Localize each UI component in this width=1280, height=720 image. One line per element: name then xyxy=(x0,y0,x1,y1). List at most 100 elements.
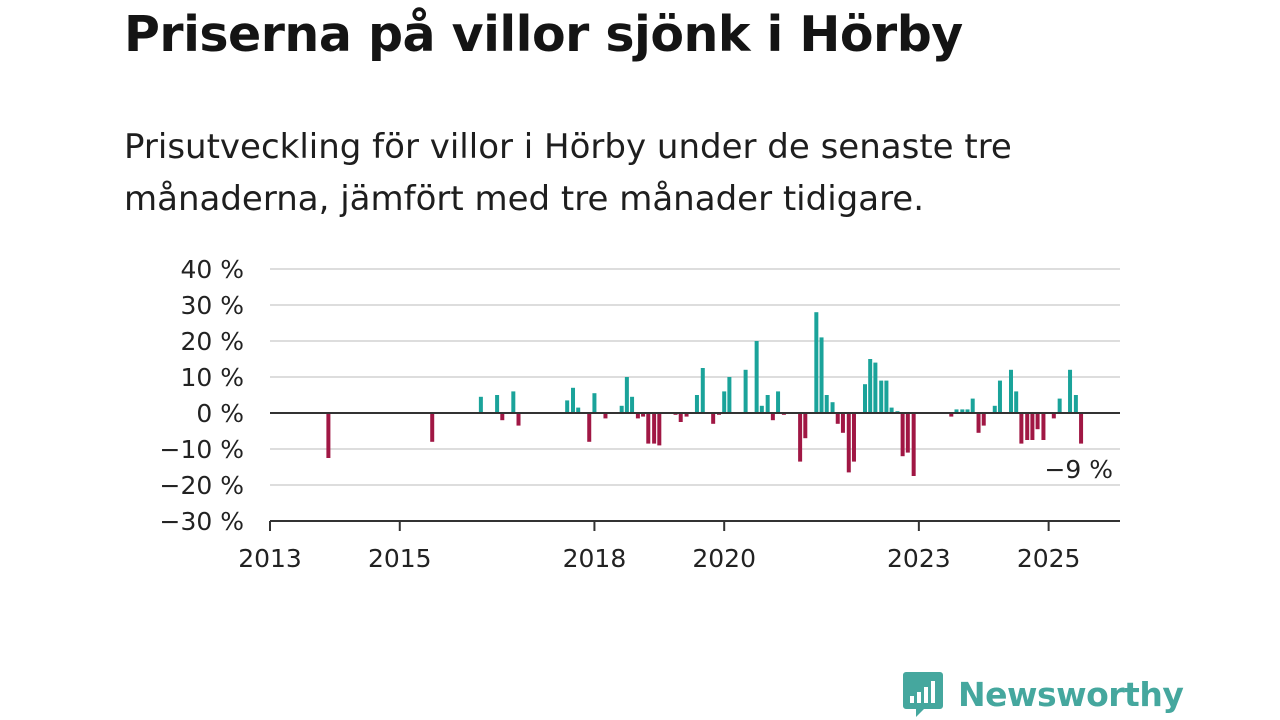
bar xyxy=(430,413,435,442)
bar xyxy=(1019,413,1024,444)
bar xyxy=(759,405,764,413)
y-tick-label: 10 % xyxy=(180,363,244,392)
bar xyxy=(516,413,521,426)
bar xyxy=(1057,398,1062,413)
bar xyxy=(565,400,570,413)
bar xyxy=(1068,369,1073,413)
bar xyxy=(635,413,640,419)
bar xyxy=(1025,413,1030,440)
bar xyxy=(976,413,981,433)
bar xyxy=(1035,413,1040,430)
bar xyxy=(678,413,683,422)
bar xyxy=(727,377,732,413)
bar xyxy=(478,396,483,413)
bar xyxy=(846,413,851,473)
bar xyxy=(776,391,781,413)
bar xyxy=(949,413,954,417)
bar xyxy=(1079,413,1084,444)
bar xyxy=(835,413,840,424)
x-tick-label: 2013 xyxy=(238,544,302,573)
bar xyxy=(830,402,835,413)
bar xyxy=(326,413,331,458)
grid-lines xyxy=(270,268,1120,486)
bar xyxy=(863,384,867,413)
y-tick-label: −10 % xyxy=(160,435,244,464)
bar xyxy=(576,407,581,413)
bar xyxy=(511,391,516,413)
chart-title: Priserna på villor sjönk i Hörby xyxy=(124,6,963,63)
bar xyxy=(803,413,808,439)
bar xyxy=(684,413,689,417)
y-tick-label: 30 % xyxy=(180,291,244,320)
bar xyxy=(960,409,965,413)
bar xyxy=(587,413,592,442)
bar xyxy=(981,413,986,426)
x-tick-label: 2025 xyxy=(1017,544,1081,573)
x-axis-ticks: 2013 2015 2018 2020 2023 2025 xyxy=(238,521,1080,573)
axes xyxy=(270,412,1120,522)
bar xyxy=(954,409,959,413)
bar xyxy=(603,413,608,419)
bar xyxy=(624,377,629,413)
y-tick-label: −20 % xyxy=(160,471,244,500)
bar xyxy=(500,413,505,421)
bar xyxy=(970,398,975,413)
bar xyxy=(819,337,824,413)
x-tick-label: 2020 xyxy=(692,544,756,573)
bar xyxy=(965,409,970,413)
bar xyxy=(868,359,873,413)
bar xyxy=(619,405,624,413)
bar xyxy=(900,413,905,457)
bar xyxy=(889,407,894,413)
last-value-annotation: −9 % xyxy=(1044,455,1113,484)
bar xyxy=(694,395,699,413)
bar xyxy=(711,413,716,424)
bar xyxy=(743,369,748,413)
bars xyxy=(326,312,1084,476)
bar xyxy=(630,396,635,413)
brand-name: Newsworthy xyxy=(958,674,1184,714)
bar xyxy=(814,312,819,413)
bar xyxy=(641,413,646,417)
bar xyxy=(824,395,829,413)
bar xyxy=(911,413,916,476)
y-axis-ticks: 40 % 30 % 20 % 10 % 0 % −10 % −20 % −30 % xyxy=(160,255,244,536)
y-tick-label: −30 % xyxy=(160,507,244,536)
bar xyxy=(1030,413,1035,440)
bar xyxy=(592,393,597,413)
bar xyxy=(884,380,889,413)
bar xyxy=(646,413,651,444)
x-tick-label: 2015 xyxy=(368,544,432,573)
bar xyxy=(1073,395,1078,413)
bar xyxy=(873,362,878,413)
y-tick-label: 20 % xyxy=(180,327,244,356)
bar xyxy=(722,391,727,413)
chart-subtitle: Prisutveckling för villor i Hörby under … xyxy=(124,127,1012,219)
brand-logo-group: Newsworthy xyxy=(902,670,1184,718)
y-tick-label: 0 % xyxy=(196,399,244,428)
bar xyxy=(652,413,657,444)
bar xyxy=(1014,391,1019,413)
bar xyxy=(992,405,997,413)
bar xyxy=(571,387,576,413)
bar xyxy=(840,413,845,433)
bar xyxy=(997,380,1002,413)
bar xyxy=(879,380,884,413)
bar xyxy=(798,413,803,462)
bar xyxy=(1051,413,1056,419)
y-tick-label: 40 % xyxy=(180,255,244,284)
bar xyxy=(770,413,775,421)
bar-chart: 40 %30 %20 %10 %0 %−10 %−20 %−30 % 2013 2… xyxy=(160,255,1120,573)
bar xyxy=(495,395,500,413)
bar xyxy=(765,395,770,413)
x-tick-label: 2018 xyxy=(563,544,627,573)
bar xyxy=(754,341,759,413)
bar xyxy=(700,368,705,413)
bar xyxy=(657,413,662,446)
newsworthy-logo-icon xyxy=(903,672,943,717)
bar xyxy=(851,413,856,462)
bar xyxy=(1008,369,1013,413)
bar xyxy=(1041,413,1046,440)
bar xyxy=(905,413,910,453)
x-tick-label: 2023 xyxy=(887,544,951,573)
